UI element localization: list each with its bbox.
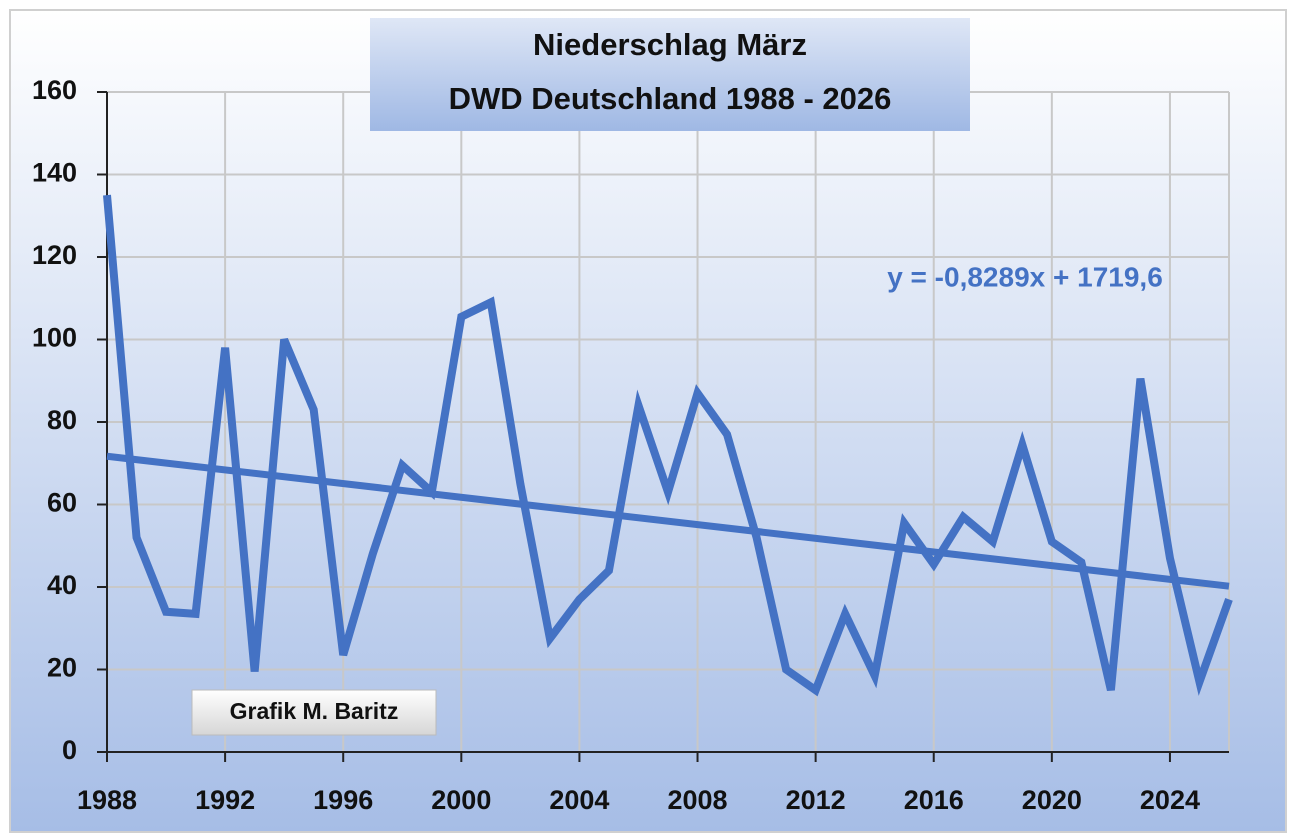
y-tick-label: 140	[32, 158, 77, 188]
y-tick-label: 60	[47, 488, 77, 518]
y-tick-label: 40	[47, 570, 77, 600]
y-tick-label: 0	[62, 735, 77, 765]
credit-box	[191, 689, 437, 736]
y-tick-label: 160	[32, 75, 77, 105]
x-tick-label: 1996	[313, 785, 373, 815]
trend-equation: y = -0,8289x + 1719,6	[887, 261, 1163, 292]
x-tick-label: 2020	[1022, 785, 1082, 815]
x-tick-label: 2004	[549, 785, 609, 815]
x-tick-label: 1992	[195, 785, 255, 815]
y-tick-label: 80	[47, 405, 77, 435]
trend-line	[106, 452, 1230, 590]
chart-title: DWD Deutschland 1988 - 2026	[449, 81, 892, 116]
x-tick-label: 2000	[431, 785, 491, 815]
x-tick-label: 2012	[786, 785, 846, 815]
y-tick-label: 20	[47, 653, 77, 683]
x-tick-label: 1988	[77, 785, 137, 815]
y-tick-label: 100	[32, 323, 77, 353]
x-tick-label: 2024	[1140, 785, 1200, 815]
chart-title: Niederschlag März	[533, 27, 807, 62]
x-tick-label: 2008	[667, 785, 727, 815]
x-tick-label: 2016	[904, 785, 964, 815]
y-tick-label: 120	[32, 240, 77, 270]
series-line	[103, 194, 1233, 697]
title-box	[370, 18, 970, 131]
credit: Grafik M. Baritz	[230, 698, 399, 724]
